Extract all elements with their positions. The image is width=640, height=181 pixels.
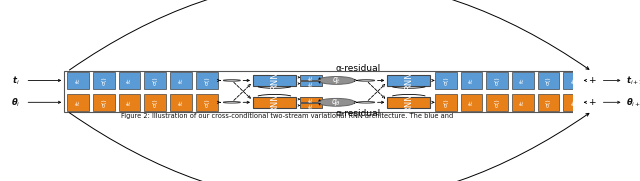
Text: σ(): σ() xyxy=(101,98,106,107)
Ellipse shape xyxy=(318,77,355,84)
FancyBboxPatch shape xyxy=(563,72,585,89)
Text: RNN: RNN xyxy=(404,93,413,112)
Text: fc: fc xyxy=(179,78,184,83)
Text: RNN: RNN xyxy=(270,93,279,112)
FancyBboxPatch shape xyxy=(67,72,89,89)
Text: fc: fc xyxy=(309,96,314,102)
Text: fc: fc xyxy=(76,78,81,83)
FancyBboxPatch shape xyxy=(253,97,296,108)
FancyBboxPatch shape xyxy=(170,94,192,111)
Text: +: + xyxy=(588,76,596,85)
Text: fc: fc xyxy=(469,78,474,83)
Ellipse shape xyxy=(584,102,600,103)
Text: fc: fc xyxy=(469,100,474,105)
Text: σ(): σ() xyxy=(153,76,157,85)
Ellipse shape xyxy=(223,80,241,81)
FancyBboxPatch shape xyxy=(300,81,322,86)
FancyBboxPatch shape xyxy=(387,97,430,108)
Text: fc: fc xyxy=(127,100,132,105)
Text: σ(): σ() xyxy=(495,98,500,107)
Text: fc: fc xyxy=(520,100,525,105)
Text: fc: fc xyxy=(76,100,81,105)
FancyBboxPatch shape xyxy=(118,94,140,111)
FancyBboxPatch shape xyxy=(563,94,585,111)
Text: α-residual: α-residual xyxy=(335,109,381,118)
FancyBboxPatch shape xyxy=(93,72,115,89)
FancyBboxPatch shape xyxy=(387,75,430,86)
Text: RNN: RNN xyxy=(404,71,413,90)
FancyBboxPatch shape xyxy=(512,94,534,111)
FancyBboxPatch shape xyxy=(170,72,192,89)
FancyBboxPatch shape xyxy=(67,94,89,111)
Text: Figure 2: Illustration of our cross-conditional two-stream variational RNN archi: Figure 2: Illustration of our cross-cond… xyxy=(121,113,453,119)
FancyBboxPatch shape xyxy=(93,94,115,111)
Text: +: + xyxy=(588,98,596,107)
Text: RNN: RNN xyxy=(270,71,279,90)
FancyBboxPatch shape xyxy=(145,94,166,111)
Text: fc: fc xyxy=(127,78,132,83)
FancyBboxPatch shape xyxy=(196,72,218,89)
Text: fc: fc xyxy=(572,100,577,105)
Text: σ(): σ() xyxy=(101,76,106,85)
Text: fc: fc xyxy=(309,75,314,80)
Text: fc: fc xyxy=(179,100,184,105)
FancyBboxPatch shape xyxy=(486,72,508,89)
Text: σ(): σ() xyxy=(443,98,448,107)
Ellipse shape xyxy=(223,102,241,103)
Ellipse shape xyxy=(358,102,375,103)
Text: σ(): σ() xyxy=(204,76,209,85)
FancyBboxPatch shape xyxy=(253,75,296,86)
FancyBboxPatch shape xyxy=(118,72,140,89)
Text: fc: fc xyxy=(520,78,525,83)
Text: fc: fc xyxy=(309,81,314,86)
FancyBboxPatch shape xyxy=(461,72,483,89)
Ellipse shape xyxy=(358,80,375,81)
Text: $\boldsymbol{t}_{i+1}$: $\boldsymbol{t}_{i+1}$ xyxy=(626,74,640,87)
Ellipse shape xyxy=(318,98,355,106)
Text: σ(): σ() xyxy=(495,76,500,85)
FancyBboxPatch shape xyxy=(512,72,534,89)
FancyBboxPatch shape xyxy=(145,72,166,89)
Text: σ(): σ() xyxy=(153,98,157,107)
FancyBboxPatch shape xyxy=(486,94,508,111)
FancyBboxPatch shape xyxy=(300,97,322,102)
FancyBboxPatch shape xyxy=(300,75,322,80)
FancyBboxPatch shape xyxy=(435,94,456,111)
FancyBboxPatch shape xyxy=(461,94,483,111)
Text: $q_t$: $q_t$ xyxy=(332,75,341,86)
Text: $\boldsymbol{\theta}_i$: $\boldsymbol{\theta}_i$ xyxy=(11,96,20,109)
FancyBboxPatch shape xyxy=(435,72,456,89)
Ellipse shape xyxy=(584,80,600,81)
FancyBboxPatch shape xyxy=(300,103,322,108)
Text: fc: fc xyxy=(309,103,314,108)
FancyBboxPatch shape xyxy=(538,72,559,89)
Text: σ(): σ() xyxy=(546,98,551,107)
FancyBboxPatch shape xyxy=(196,94,218,111)
Text: σ(): σ() xyxy=(204,98,209,107)
FancyBboxPatch shape xyxy=(538,94,559,111)
Text: $\boldsymbol{t}_i$: $\boldsymbol{t}_i$ xyxy=(12,74,20,87)
Text: $q_\theta$: $q_\theta$ xyxy=(332,97,342,108)
Text: $\boldsymbol{\theta}_{i+1}$: $\boldsymbol{\theta}_{i+1}$ xyxy=(626,96,640,109)
Text: fc: fc xyxy=(572,78,577,83)
Text: σ(): σ() xyxy=(443,76,448,85)
Text: σ(): σ() xyxy=(546,76,551,85)
Text: α-residual: α-residual xyxy=(335,64,381,73)
